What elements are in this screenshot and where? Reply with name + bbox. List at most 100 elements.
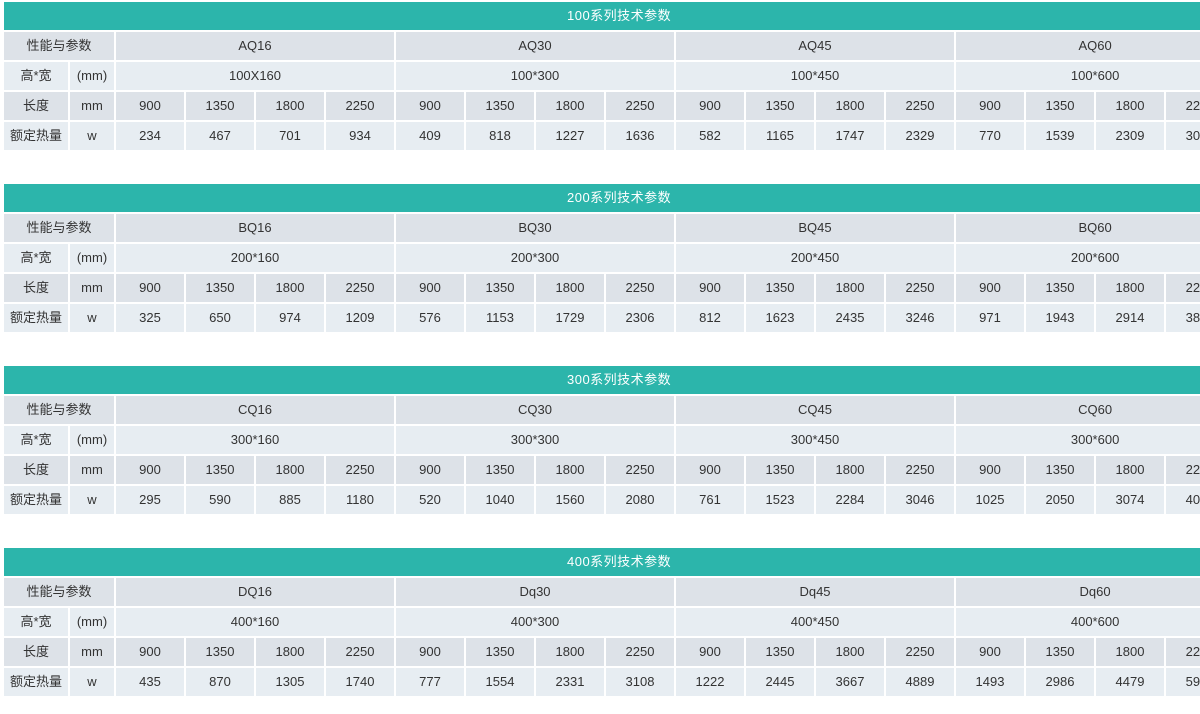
model-name-cell: CQ30 xyxy=(396,396,674,424)
length-value-cell: 900 xyxy=(676,92,744,120)
dimension-value-cell: 300*160 xyxy=(116,426,394,454)
length-row: 长度 mm 900 1350 1800 2250 900 1350 1800 2250 900 135… xyxy=(4,456,1200,484)
heat-output-value-cell: 1153 xyxy=(466,304,534,332)
length-value-cell: 1350 xyxy=(1026,456,1094,484)
length-value-cell: 1350 xyxy=(186,274,254,302)
row-label-dimension: 高*宽 xyxy=(4,62,68,90)
model-name-cell: BQ30 xyxy=(396,214,674,242)
heat-output-value-cell: 701 xyxy=(256,122,324,150)
length-value-cell: 900 xyxy=(676,274,744,302)
length-value-cell: 1350 xyxy=(746,456,814,484)
row-label-dimension: 高*宽 xyxy=(4,426,68,454)
row-label-parameters: 性能与参数 xyxy=(4,214,114,242)
length-value-cell: 1800 xyxy=(816,638,884,666)
heat-output-value-cell: 409 xyxy=(396,122,464,150)
row-unit-heat-output: w xyxy=(70,304,114,332)
heat-output-value-cell: 777 xyxy=(396,668,464,696)
row-label-parameters: 性能与参数 xyxy=(4,396,114,424)
row-unit-dimension: (mm) xyxy=(70,426,114,454)
length-row: 长度 mm 900 1350 1800 2250 900 1350 1800 2250 900 135… xyxy=(4,274,1200,302)
dimension-value-cell: 300*450 xyxy=(676,426,954,454)
row-unit-dimension: (mm) xyxy=(70,244,114,272)
heat-output-value-cell: 1180 xyxy=(326,486,394,514)
spec-table-block: 200系列技术参数 性能与参数 BQ16 BQ30 BQ45 BQ60 高*宽 (mm) 200… xyxy=(0,182,1200,334)
length-value-cell: 2250 xyxy=(886,638,954,666)
length-value-cell: 900 xyxy=(676,638,744,666)
length-value-cell: 1800 xyxy=(536,92,604,120)
model-name-cell: BQ60 xyxy=(956,214,1200,242)
heat-output-value-cell: 2080 xyxy=(606,486,674,514)
row-unit-heat-output: w xyxy=(70,668,114,696)
heat-output-value-cell: 3078 xyxy=(1166,122,1200,150)
dimension-value-cell: 300*300 xyxy=(396,426,674,454)
row-label-parameters: 性能与参数 xyxy=(4,578,114,606)
row-unit-heat-output: w xyxy=(70,122,114,150)
length-row: 长度 mm 900 1350 1800 2250 900 1350 1800 2250 900 135… xyxy=(4,638,1200,666)
row-label-heat-output: 额定热量 xyxy=(4,668,68,696)
length-value-cell: 1350 xyxy=(746,274,814,302)
heat-output-value-cell: 818 xyxy=(466,122,534,150)
model-name-cell: AQ16 xyxy=(116,32,394,60)
heat-output-value-cell: 582 xyxy=(676,122,744,150)
heat-output-value-cell: 3246 xyxy=(886,304,954,332)
length-value-cell: 1350 xyxy=(746,638,814,666)
model-name-cell: AQ60 xyxy=(956,32,1200,60)
spec-table-block: 400系列技术参数 性能与参数 DQ16 Dq30 Dq45 Dq60 高*宽 (mm) 400… xyxy=(0,546,1200,698)
length-value-cell: 1800 xyxy=(536,274,604,302)
length-value-cell: 1800 xyxy=(1096,274,1164,302)
heat-output-value-cell: 3667 xyxy=(816,668,884,696)
table-banner-row: 300系列技术参数 xyxy=(4,366,1200,394)
heat-output-value-cell: 1493 xyxy=(956,668,1024,696)
model-row: 性能与参数 CQ16 CQ30 CQ45 CQ60 xyxy=(4,396,1200,424)
dimension-value-cell: 400*160 xyxy=(116,608,394,636)
row-label-heat-output: 额定热量 xyxy=(4,304,68,332)
heat-output-value-cell: 325 xyxy=(116,304,184,332)
length-value-cell: 1800 xyxy=(536,456,604,484)
length-value-cell: 900 xyxy=(116,456,184,484)
row-unit-length: mm xyxy=(70,638,114,666)
model-name-cell: BQ16 xyxy=(116,214,394,242)
dimension-value-cell: 200*600 xyxy=(956,244,1200,272)
row-unit-length: mm xyxy=(70,456,114,484)
row-label-dimension: 高*宽 xyxy=(4,608,68,636)
length-value-cell: 1800 xyxy=(256,92,324,120)
dimension-value-cell: 100X160 xyxy=(116,62,394,90)
length-value-cell: 2250 xyxy=(1166,92,1200,120)
heat-output-value-cell: 1040 xyxy=(466,486,534,514)
heat-output-value-cell: 4889 xyxy=(886,668,954,696)
heat-output-value-cell: 1227 xyxy=(536,122,604,150)
length-value-cell: 900 xyxy=(396,638,464,666)
dimension-value-cell: 100*450 xyxy=(676,62,954,90)
length-value-cell: 900 xyxy=(116,92,184,120)
row-label-length: 长度 xyxy=(4,274,68,302)
length-value-cell: 900 xyxy=(116,638,184,666)
heat-output-value-cell: 812 xyxy=(676,304,744,332)
dimension-value-cell: 400*300 xyxy=(396,608,674,636)
table-banner-row: 400系列技术参数 xyxy=(4,548,1200,576)
spec-table-block: 300系列技术参数 性能与参数 CQ16 CQ30 CQ45 CQ60 高*宽 (mm) 300… xyxy=(0,364,1200,516)
length-value-cell: 900 xyxy=(956,92,1024,120)
heat-output-value-cell: 5972 xyxy=(1166,668,1200,696)
heat-output-value-cell: 467 xyxy=(186,122,254,150)
heat-output-value-cell: 435 xyxy=(116,668,184,696)
length-row: 长度 mm 900 1350 1800 2250 900 1350 1800 2250 900 135… xyxy=(4,92,1200,120)
table-title: 400系列技术参数 xyxy=(4,548,1200,576)
row-label-length: 长度 xyxy=(4,456,68,484)
length-value-cell: 900 xyxy=(116,274,184,302)
heat-output-value-cell: 1539 xyxy=(1026,122,1094,150)
length-value-cell: 1350 xyxy=(1026,274,1094,302)
length-value-cell: 1350 xyxy=(186,456,254,484)
heat-output-value-cell: 1636 xyxy=(606,122,674,150)
model-row: 性能与参数 AQ16 AQ30 AQ45 AQ60 xyxy=(4,32,1200,60)
length-value-cell: 2250 xyxy=(886,274,954,302)
heat-output-value-cell: 2329 xyxy=(886,122,954,150)
row-label-heat-output: 额定热量 xyxy=(4,486,68,514)
model-name-cell: AQ45 xyxy=(676,32,954,60)
length-value-cell: 1800 xyxy=(1096,92,1164,120)
length-value-cell: 2250 xyxy=(606,274,674,302)
length-value-cell: 900 xyxy=(956,274,1024,302)
model-name-cell: CQ45 xyxy=(676,396,954,424)
heat-output-value-cell: 1222 xyxy=(676,668,744,696)
heat-output-row: 额定热量 w 435 870 1305 1740 777 1554 2331 3108 1222 24… xyxy=(4,668,1200,696)
